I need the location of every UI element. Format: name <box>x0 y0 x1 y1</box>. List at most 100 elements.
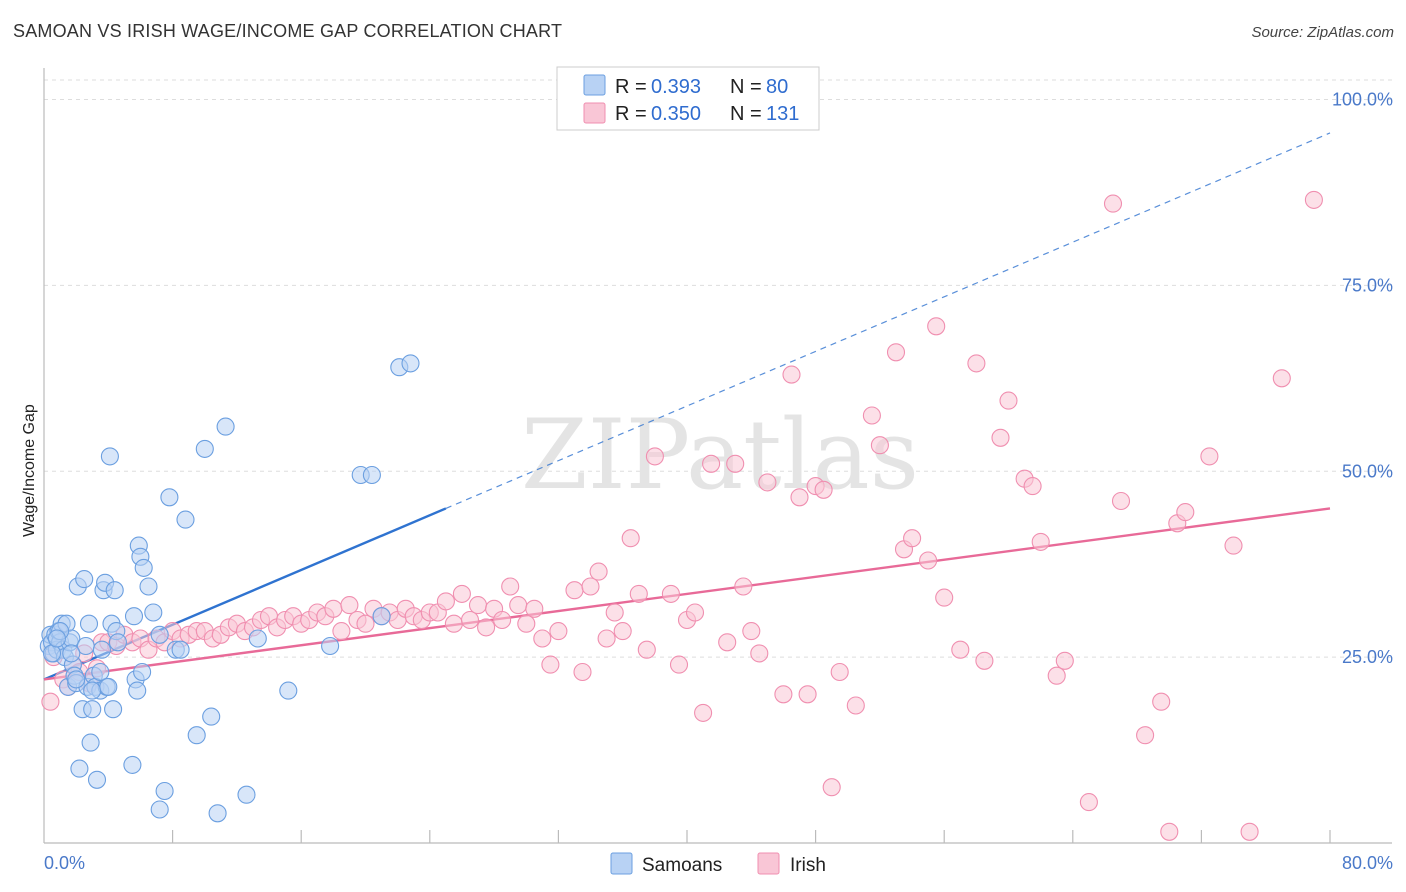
irish-point-67 <box>565 581 584 600</box>
irish-point-88 <box>750 644 769 663</box>
irish-point-72 <box>605 603 624 622</box>
legend-n-value-samoans: 80 <box>766 76 788 98</box>
y-tick-label-25: 25.0% <box>1342 647 1393 667</box>
irish-point-53 <box>444 614 463 633</box>
samoan-point-74 <box>91 662 110 682</box>
irish-point-121 <box>1152 692 1171 711</box>
irish-point-96 <box>822 778 841 797</box>
stats-legend: R = 0.393 N = 80 R = 0.350 N = 131 <box>556 66 820 131</box>
irish-point-120 <box>1136 726 1155 745</box>
irish-point-73 <box>613 622 632 641</box>
irish-point-64 <box>533 629 552 648</box>
irish-point-56 <box>468 596 488 615</box>
irish-point-40 <box>340 596 359 615</box>
irish-point-90 <box>774 685 793 704</box>
legend-r-value-samoans: 0.393 <box>651 76 701 98</box>
irish-point-59 <box>493 610 512 630</box>
irish-point-68 <box>573 662 592 682</box>
x-tick-label-min: 0.0% <box>44 853 85 873</box>
irish-point-57 <box>477 618 496 637</box>
irish-point-110 <box>991 428 1010 447</box>
irish-point-109 <box>975 651 994 670</box>
samoan-point-58 <box>202 707 221 726</box>
irish-point-87 <box>742 622 761 641</box>
series-legend-swatch-samoans <box>610 852 633 875</box>
samoan-point-41 <box>123 755 142 774</box>
legend-n-label-samoans: N = <box>730 76 762 98</box>
samoan-point-72 <box>67 670 86 689</box>
irish-point-98 <box>846 696 865 715</box>
irish-point-85 <box>726 454 745 473</box>
irish-point-82 <box>694 703 713 722</box>
irish-point-81 <box>685 603 705 622</box>
irish-point-70 <box>589 562 608 581</box>
irish-point-114 <box>1031 532 1050 551</box>
legend-r-label-samoans: R = <box>615 76 647 98</box>
irish-point-106 <box>935 588 954 607</box>
source-label: Source: ZipAtlas.com <box>1251 24 1394 41</box>
irish-point-95 <box>814 480 833 499</box>
irish-point-77 <box>645 447 664 466</box>
irish-point-52 <box>436 592 455 611</box>
irish-point-55 <box>460 610 480 630</box>
samoan-point-79 <box>47 629 66 648</box>
samoan-point-19 <box>70 759 89 778</box>
irish-point-92 <box>790 488 809 507</box>
samoan-point-75 <box>99 677 118 696</box>
irish-point-113 <box>1023 477 1042 496</box>
irish-point-119 <box>1111 491 1131 511</box>
irish-point-0 <box>41 692 60 711</box>
irish-point-69 <box>581 577 600 596</box>
legend-swatch-irish <box>583 102 606 124</box>
irish-point-66 <box>549 622 568 641</box>
samoan-point-55 <box>176 510 195 529</box>
y-tick-label-75: 75.0% <box>1342 275 1393 295</box>
samoan-point-37 <box>104 700 123 719</box>
irish-point-65 <box>541 655 560 674</box>
samoan-point-38 <box>105 581 124 600</box>
samoan-point-53 <box>160 488 179 507</box>
irish-point-100 <box>870 436 889 455</box>
irish-point-38 <box>324 599 343 618</box>
irish-point-111 <box>999 391 1018 410</box>
samoan-point-66 <box>362 465 381 485</box>
series-legend-label-samoans: Samoans <box>642 855 722 876</box>
irish-point-116 <box>1055 651 1074 670</box>
y-axis-label: Wage/Income Gap <box>21 404 38 537</box>
samoan-point-31 <box>92 640 111 659</box>
irish-point-54 <box>452 584 471 603</box>
grid-lines <box>44 79 1392 658</box>
samoan-point-78 <box>62 644 81 663</box>
series-legend-swatch-irish <box>757 852 780 875</box>
irish-point-76 <box>637 640 656 659</box>
irish-point-74 <box>621 529 640 548</box>
irish-point-104 <box>919 551 938 570</box>
samoan-point-51 <box>150 800 169 819</box>
series-legend-label-irish: Irish <box>790 855 826 876</box>
samoan-point-62 <box>248 629 267 648</box>
irish-point-107 <box>951 640 970 659</box>
irish-point-75 <box>629 584 648 603</box>
irish-point-124 <box>1200 447 1219 466</box>
irish-point-103 <box>903 529 922 548</box>
irish-point-99 <box>862 406 881 425</box>
legend-swatch-samoans <box>583 74 606 96</box>
samoan-point-73 <box>83 681 102 700</box>
irish-point-108 <box>967 354 986 373</box>
samoan-point-29 <box>87 770 107 789</box>
y-tick-label-100: 100.0% <box>1332 90 1393 110</box>
samoan-point-60 <box>216 417 235 436</box>
samoan-point-67 <box>372 607 391 626</box>
irish-point-78 <box>661 584 680 603</box>
irish-point-86 <box>734 577 753 596</box>
irish-point-128 <box>1304 190 1323 209</box>
samoan-point-49 <box>139 577 158 596</box>
irish-point-71 <box>597 629 616 648</box>
samoan-point-69 <box>401 354 420 373</box>
irish-point-60 <box>501 577 520 596</box>
irish-point-117 <box>1079 793 1098 812</box>
irish-point-91 <box>782 365 801 384</box>
irish-point-63 <box>525 599 544 618</box>
